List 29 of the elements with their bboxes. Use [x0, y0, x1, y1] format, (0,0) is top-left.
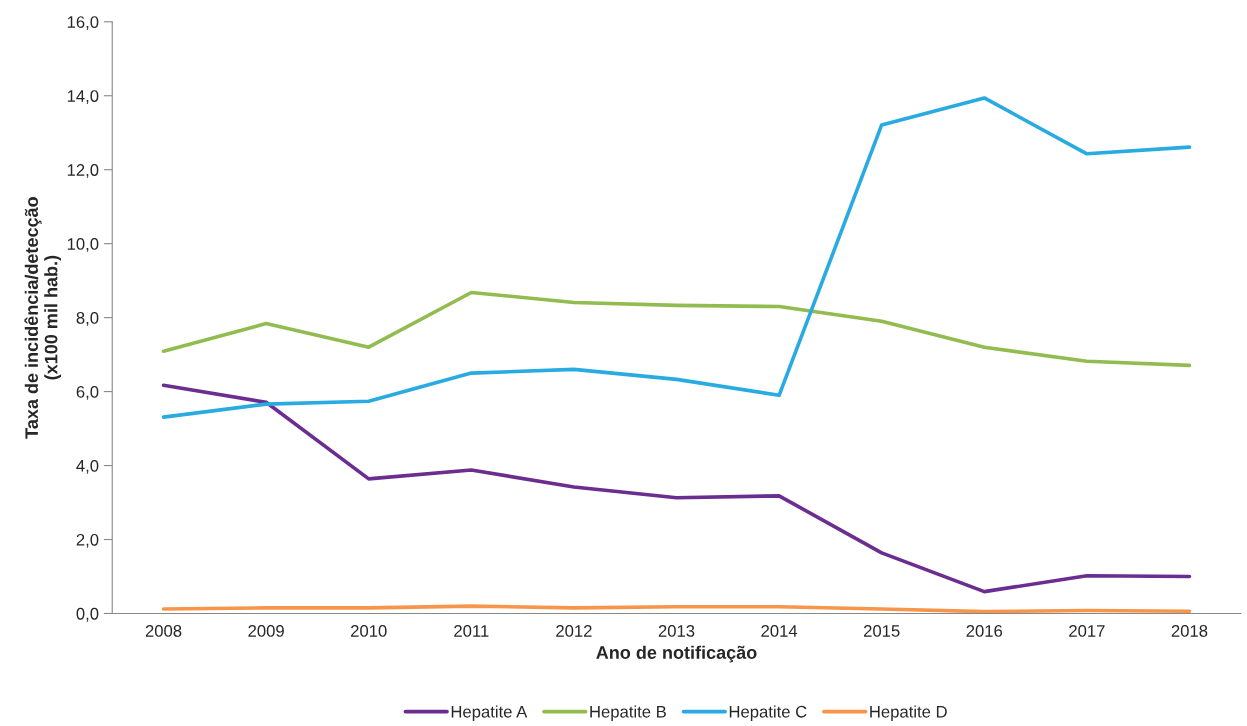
x-tick-label: 2014: [761, 625, 798, 637]
line-series: [161, 383, 1192, 594]
x-tick-label: 2016: [966, 625, 1003, 637]
y-tick-label: 16,0: [67, 16, 99, 30]
legend-label: Hepatite B: [590, 705, 666, 721]
x-tick-label: 2009: [248, 625, 284, 637]
x-tick-label: 2012: [556, 625, 592, 637]
line-series: [161, 96, 1192, 419]
y-tick-label: 0,0: [76, 607, 99, 622]
legend-label: Hepatite D: [870, 705, 947, 721]
x-tick-label: 2010: [351, 625, 387, 637]
legend-label: Hepatite C: [729, 705, 807, 721]
y-tick-label: 4,0: [76, 459, 99, 474]
legend-label: Hepatite A: [451, 705, 528, 721]
line-series: [161, 290, 1192, 368]
y-tick-label: 2,0: [76, 533, 99, 548]
x-tick-label: 2015: [863, 625, 900, 637]
x-axis-title: Ano de notificação: [596, 645, 757, 663]
x-tick-label: 2017: [1069, 625, 1105, 637]
x-tick-label: 2008: [145, 625, 182, 637]
y-tick-label: 12,0: [67, 164, 99, 178]
x-tick-label: 2018: [1171, 625, 1208, 637]
x-tick-label: 2011: [454, 625, 489, 637]
y-tick-label: 10,0: [67, 238, 99, 252]
y-tick-label: 6,0: [76, 385, 99, 400]
x-tick-label: 2013: [658, 625, 695, 637]
y-tick-label: 14,0: [67, 90, 99, 104]
y-tick-label: 8,0: [76, 312, 99, 326]
y-axis-title: Taxa de incidência/detecção (x100 mil hab.): [24, 197, 62, 439]
